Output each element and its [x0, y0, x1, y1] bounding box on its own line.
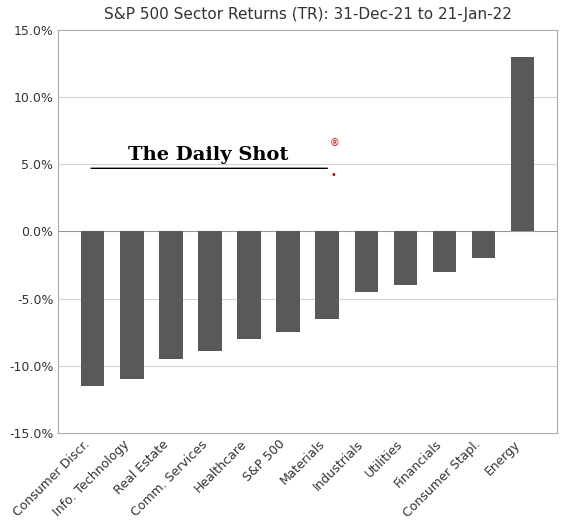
Bar	[81, 231, 104, 386]
Bar	[120, 231, 143, 379]
Bar	[472, 231, 495, 258]
Text: ®: ®	[330, 138, 340, 148]
Bar	[159, 231, 183, 359]
Bar	[276, 231, 300, 332]
Bar	[315, 231, 339, 319]
Text: •: •	[330, 170, 336, 180]
Bar	[394, 231, 417, 285]
Title: S&P 500 Sector Returns (TR): 31-Dec-21 to 21-Jan-22: S&P 500 Sector Returns (TR): 31-Dec-21 t…	[104, 7, 512, 22]
Bar	[198, 231, 222, 351]
Bar	[511, 57, 534, 231]
Text: The Daily Shot: The Daily Shot	[127, 147, 288, 164]
Bar	[355, 231, 378, 292]
Bar	[237, 231, 261, 339]
Bar	[433, 231, 456, 271]
